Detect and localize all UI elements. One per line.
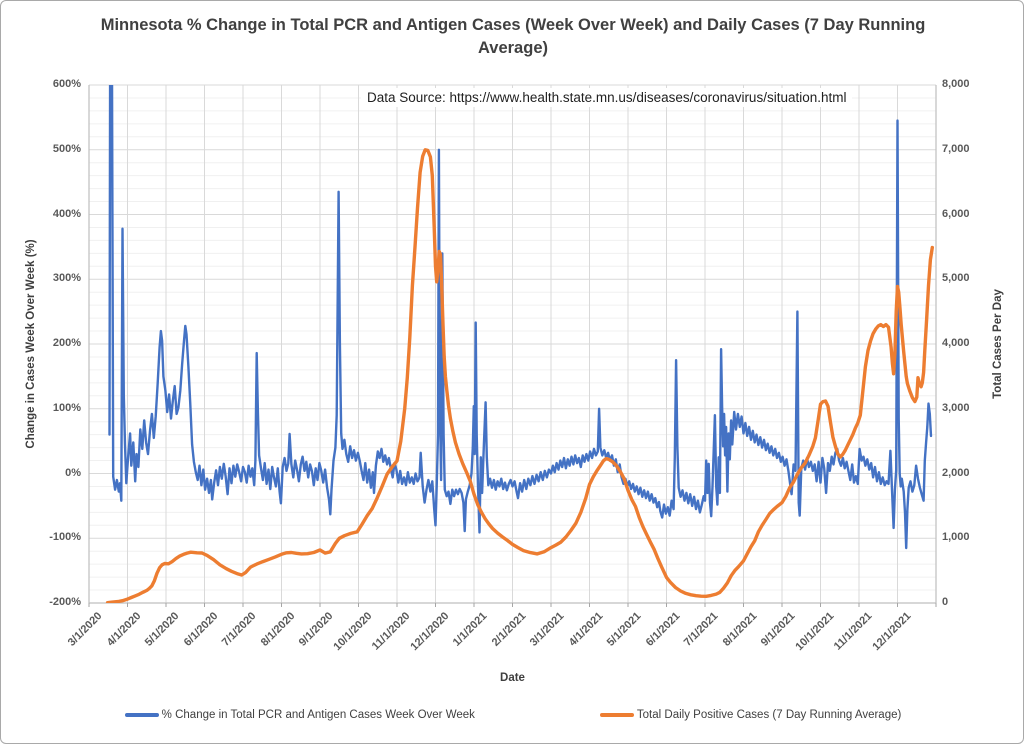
legend-line-swatch-blue (124, 713, 159, 717)
right-axis-tick-label: 6,000 (942, 207, 970, 220)
right-axis-tick-label: 4,000 (942, 337, 970, 349)
right-axis-tick-label: 8,000 (942, 78, 970, 90)
left-axis-tick-label: 400% (52, 207, 81, 220)
legend-line-swatch-orange (599, 713, 634, 717)
x-axis-title: Date (500, 672, 525, 684)
left-axis-tick-label: 0% (65, 466, 81, 479)
left-axis-tick-label: 300% (52, 272, 81, 285)
right-axis-tick-label: 7,000 (942, 142, 970, 155)
legend-label-daily-cases: Total Daily Positive Cases (7 Day Runnin… (636, 709, 902, 721)
right-axis-tick-label: 3,000 (942, 401, 970, 414)
right-axis-tick-label: 5,000 (942, 272, 970, 285)
legend-item-pct-change: % Change in Total PCR and Antigen Cases … (124, 709, 475, 721)
legend-label-pct-change: % Change in Total PCR and Antigen Cases … (161, 709, 475, 721)
chart-title: Minnesota % Change in Total PCR and Anti… (100, 16, 926, 58)
legend: % Change in Total PCR and Antigen Cases … (1, 709, 1023, 721)
right-axis-tick-label: 1,000 (942, 531, 970, 544)
legend-item-daily-cases: Total Daily Positive Cases (7 Day Runnin… (599, 709, 902, 721)
left-axis-tick-label: 200% (52, 337, 81, 349)
right-axis-tick-label: 2,000 (942, 466, 970, 479)
left-axis-tick-label: -100% (49, 531, 81, 544)
left-axis-tick-label: -200% (49, 596, 81, 608)
left-axis-tick-label: 600% (52, 78, 81, 90)
right-axis-tick-label: 0 (942, 596, 949, 608)
left-axis-tick-label: 100% (52, 401, 81, 414)
left-axis-tick-label: 500% (52, 142, 81, 155)
data-source-note: Data Source: https://www.health.state.mn… (361, 88, 853, 107)
